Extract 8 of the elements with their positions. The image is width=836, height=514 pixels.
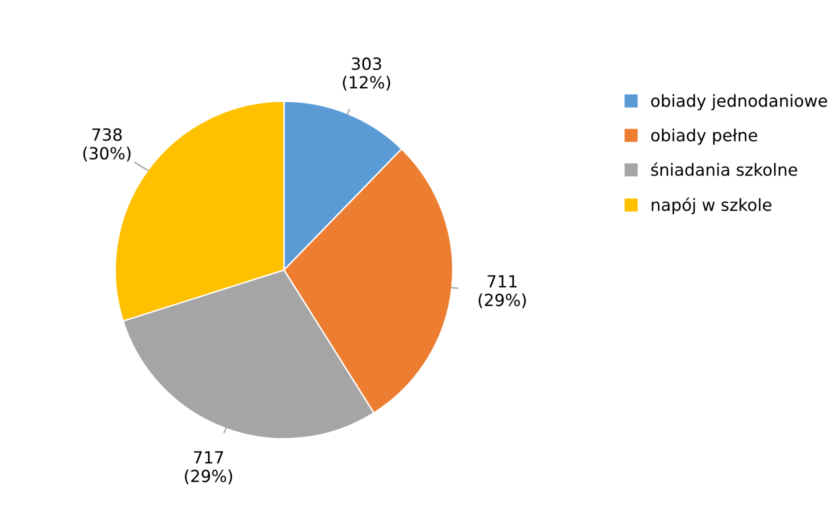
legend-label: obiady jednodaniowe	[651, 94, 828, 110]
data-label: 738 (30%)	[83, 128, 131, 162]
legend-label: śniadania szkolne	[651, 162, 798, 176]
legend-label: napój w szkole	[652, 197, 772, 214]
data-label: 711 (29%)	[478, 275, 526, 308]
legend-label: obiady pełne	[651, 128, 758, 145]
data-label: 303 (12%)	[342, 57, 390, 91]
data-label: 717 (29%)	[184, 451, 232, 484]
